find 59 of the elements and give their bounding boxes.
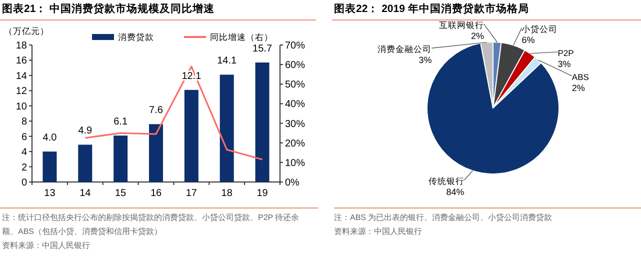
y-tick-label: 14 bbox=[16, 70, 28, 82]
y-tick-label: 8 bbox=[21, 116, 28, 128]
y-axis-title: （万亿元） bbox=[4, 26, 49, 36]
legend-label: 同比增速（右） bbox=[210, 32, 273, 42]
data-label: 4.9 bbox=[78, 126, 93, 137]
text: 注：ABS 为已出表的银行、消费金融公司、小贷公司消费贷款 bbox=[334, 212, 554, 224]
data-label: 3% bbox=[418, 55, 432, 66]
data-label: 4.0 bbox=[42, 132, 58, 144]
y2-tick-label: 20% bbox=[285, 138, 306, 150]
bar bbox=[42, 152, 57, 182]
y-tick-label: 16 bbox=[16, 56, 28, 67]
data-label: 3% bbox=[558, 58, 571, 69]
slice-label: 消费金融公司 bbox=[378, 44, 432, 54]
y-tick-label: 10 bbox=[16, 101, 28, 112]
y2-tick-label: 40% bbox=[285, 99, 306, 110]
y-tick-label: 18 bbox=[16, 40, 28, 52]
x-tick-label: 17 bbox=[186, 188, 198, 199]
slice-label: P2P bbox=[558, 48, 574, 58]
x-tick-label: 16 bbox=[150, 188, 162, 199]
data-label: 84% bbox=[446, 187, 464, 198]
y2-tick-label: 30% bbox=[285, 118, 306, 130]
slice-label: 互联网银行 bbox=[438, 20, 484, 30]
bar bbox=[184, 90, 198, 182]
bar bbox=[255, 62, 270, 182]
data-label: 15.7 bbox=[252, 44, 272, 55]
text: 注：统计口径包括央行公布的剔除按揭贷款的消费贷款、小贷公司贷款、P2P 待还余额、ABS（包括小贷、消费贷和信用卡贷款） bbox=[2, 212, 300, 238]
y-tick-label: 4 bbox=[21, 147, 28, 158]
legend-label: 消费贷款 bbox=[118, 32, 154, 42]
y2-tick-label: 70% bbox=[285, 40, 306, 52]
data-label: 6.1 bbox=[114, 116, 128, 128]
data-label: 7.6 bbox=[149, 105, 164, 116]
x-tick-label: 19 bbox=[256, 188, 268, 199]
x-tick-label: 15 bbox=[115, 188, 127, 199]
data-label: 6% bbox=[522, 34, 535, 45]
bar bbox=[220, 74, 234, 182]
data-label: 2% bbox=[572, 82, 585, 93]
y-tick-label: 12 bbox=[16, 86, 28, 98]
y2-tick-label: 0% bbox=[285, 178, 300, 188]
slice-label: 传统银行 bbox=[428, 176, 464, 186]
y-tick-label: 6 bbox=[21, 132, 28, 143]
data-label: 14.1 bbox=[217, 56, 238, 67]
y-tick-label: 0 bbox=[21, 178, 28, 188]
text: 资料来源：中国人民银行 bbox=[334, 226, 423, 238]
y-tick-label: 2 bbox=[21, 162, 28, 174]
bar bbox=[114, 136, 128, 182]
x-tick-label: 13 bbox=[44, 188, 56, 199]
data-label: 2% bbox=[470, 31, 484, 42]
slice-label: 小贷公司 bbox=[522, 24, 558, 34]
text: 资料来源：中国人民银行 bbox=[2, 240, 91, 252]
bar bbox=[149, 124, 163, 182]
bar bbox=[78, 144, 92, 182]
slice-label: ABS bbox=[572, 72, 590, 82]
y2-tick-label: 50% bbox=[285, 80, 306, 91]
x-tick-label: 18 bbox=[221, 188, 233, 199]
y2-tick-label: 60% bbox=[285, 60, 306, 72]
x-tick-label: 14 bbox=[80, 188, 92, 199]
chart-title: 图表21： 中国消费贷款市场规模及同比增速 bbox=[2, 2, 216, 15]
chart-title: 图表22： 2019 年中国消费贷款市场格局 bbox=[334, 2, 529, 15]
y2-tick-label: 10% bbox=[285, 158, 306, 169]
